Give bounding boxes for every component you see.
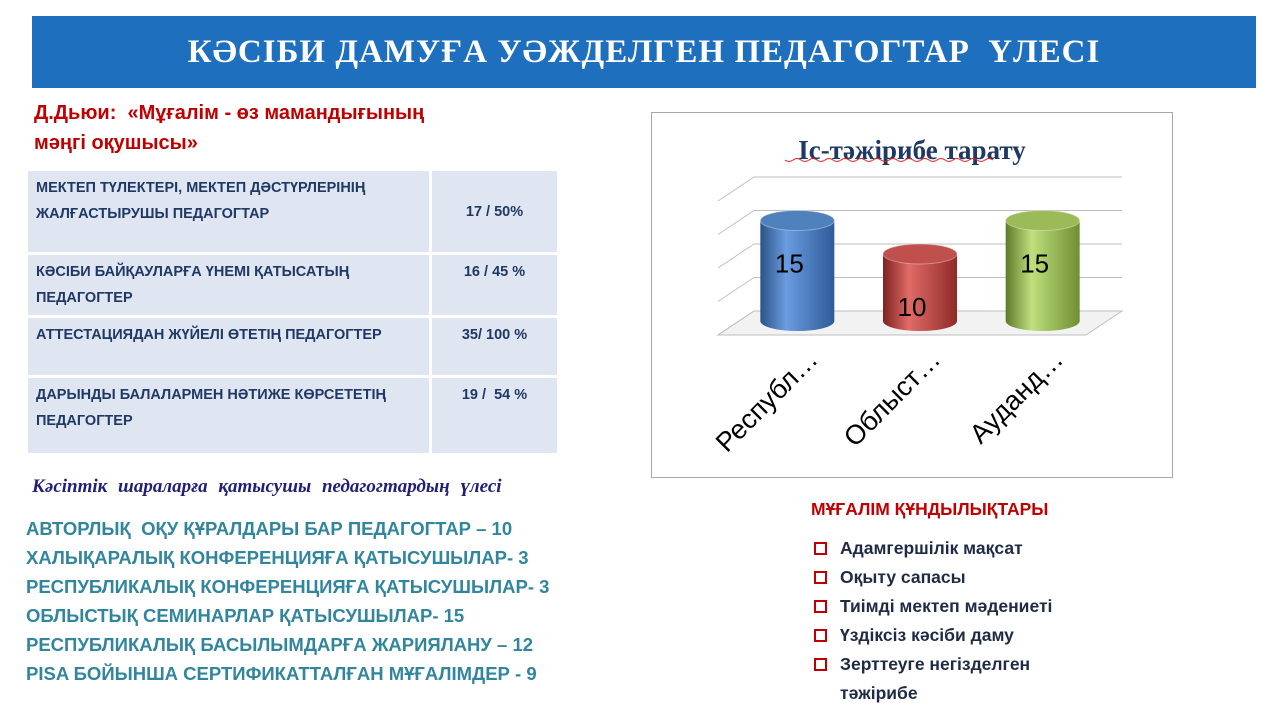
table-row: МЕКТЕП ТҮЛЕКТЕРІ, МЕКТЕП ДӘСТҮРЛЕРІНІҢ Ж… bbox=[25, 168, 560, 255]
table-row: ДАРЫНДЫ БАЛАЛАРМЕН НӘТИЖЕ КӨРСЕТЕТІҢ ПЕД… bbox=[25, 375, 560, 456]
chart-data-labels: 15 10 15 bbox=[775, 249, 1049, 323]
values-heading: МҰҒАЛІМ ҚҰНДЫЛЫҚТАРЫ bbox=[811, 499, 1049, 519]
metric-label: МЕКТЕП ТҮЛЕКТЕРІ, МЕКТЕП ДӘСТҮРЛЕРІНІҢ Ж… bbox=[25, 168, 432, 255]
checkbox-icon bbox=[814, 629, 827, 642]
list-item-label: Адамгершілік мақсат bbox=[840, 538, 1023, 558]
metric-value: 16 / 45 % bbox=[429, 252, 560, 318]
gridline bbox=[717, 176, 1122, 202]
data-label: 15 bbox=[1020, 249, 1049, 279]
data-label: 15 bbox=[775, 249, 804, 279]
metric-label: ДАРЫНДЫ БАЛАЛАРМЕН НӘТИЖЕ КӨРСЕТЕТІҢ ПЕД… bbox=[25, 375, 432, 456]
participation-item: ОБЛЫСТЫҚ СЕМИНАРЛАР ҚАТЫСУШЫЛАР- 15 bbox=[26, 605, 465, 626]
list-item-label: Зерттеуге негізделген тәжірибе bbox=[840, 654, 1031, 703]
list-item-label: Тиімді мектеп мәдениеті bbox=[840, 596, 1053, 616]
chart-panel: Іс-тәжірибе тарату 15 10 15 Республ… Облыст… bbox=[651, 112, 1173, 478]
checkbox-icon bbox=[814, 542, 827, 555]
list-item-label: Оқыту сапасы bbox=[840, 567, 966, 587]
checkbox-icon bbox=[814, 600, 827, 613]
metric-label: КӘСІБИ БАЙҚАУЛАРҒА ҮНЕМІ ҚАТЫСАТЫҢ ПЕДАГ… bbox=[25, 252, 432, 318]
quote-line-2: мәңгі оқушысы» bbox=[34, 132, 198, 154]
bar-chart: Іс-тәжірибе тарату 15 10 15 Республ… Облыст… bbox=[710, 135, 1124, 458]
participation-heading: Кәсіптік шараларға қатысушы педагогтарды… bbox=[32, 476, 502, 497]
metric-value: 35/ 100 % bbox=[429, 315, 560, 378]
participation-item: РЕСПУБЛИКАЛЫҚ КОНФЕРЕНЦИЯҒА ҚАТЫСУШЫЛАР-… bbox=[26, 576, 550, 597]
participation-item: АВТОРЛЫҚ ОҚУ ҚҰРАЛДАРЫ БАР ПЕДАГОГТАР – … bbox=[26, 518, 513, 539]
category-label: Ауданд… bbox=[964, 344, 1069, 449]
bar-top bbox=[882, 243, 958, 265]
chart-bar bbox=[1005, 210, 1081, 331]
category-label: Республ… bbox=[710, 344, 824, 458]
list-item: Зерттеуге негізделген тәжірибе bbox=[812, 650, 1102, 708]
participation-item: PISA БОЙЫНША СЕРТИФИКАТТАЛҒАН МҰҒАЛІМДЕР… bbox=[26, 663, 537, 684]
data-label: 10 bbox=[898, 292, 927, 322]
table-row: КӘСІБИ БАЙҚАУЛАРҒА ҮНЕМІ ҚАТЫСАТЫҢ ПЕДАГ… bbox=[25, 252, 560, 318]
chart-category-labels: Республ… Облыст… Ауданд… bbox=[710, 344, 1069, 458]
metrics-table: МЕКТЕП ТҮЛЕКТЕРІ, МЕКТЕП ДӘСТҮРЛЕРІНІҢ Ж… bbox=[25, 168, 560, 456]
gridline bbox=[717, 210, 1122, 235]
participation-list: АВТОРЛЫҚ ОҚУ ҚҰРАЛДАРЫ БАР ПЕДАГОГТАР – … bbox=[26, 514, 549, 688]
table-row: АТТЕСТАЦИЯДАН ЖҮЙЕЛІ ӨТЕТІҢ ПЕДАГОГТЕР 3… bbox=[25, 315, 560, 378]
gridline bbox=[717, 277, 1122, 302]
participation-item: ХАЛЫҚАРАЛЫҚ КОНФЕРЕНЦИЯҒА ҚАТЫСУШЫЛАР- 3 bbox=[26, 547, 529, 568]
values-list: Адамгершілік мақсат Оқыту сапасы Тиімді … bbox=[812, 534, 1102, 708]
dewey-quote: Д.Дьюи: «Мұғалім - өз мамандығының мәңгі… bbox=[34, 98, 554, 158]
checkbox-icon bbox=[814, 571, 827, 584]
page-title: КӘСІБИ ДАМУҒА УӘЖДЕЛГЕН ПЕДАГОГТАР ҮЛЕСІ bbox=[187, 33, 1101, 70]
chart-gridlines bbox=[717, 176, 1122, 336]
metric-value: 17 / 50% bbox=[429, 168, 560, 255]
bar-top bbox=[759, 210, 835, 231]
list-item: Тиімді мектеп мәдениеті bbox=[812, 592, 1102, 621]
checkbox-icon bbox=[814, 658, 827, 671]
list-item: Оқыту сапасы bbox=[812, 563, 1102, 592]
list-item-label: Үздіксіз кәсіби даму bbox=[840, 625, 1014, 645]
list-item: Үздіксіз кәсіби даму bbox=[812, 621, 1102, 650]
metric-label: АТТЕСТАЦИЯДАН ЖҮЙЕЛІ ӨТЕТІҢ ПЕДАГОГТЕР bbox=[25, 315, 432, 378]
gridline bbox=[717, 243, 1122, 269]
chart-bar bbox=[759, 210, 835, 331]
chart-title: Іс-тәжірибе тарату bbox=[798, 135, 1026, 165]
metric-value: 19 / 54 % bbox=[429, 375, 560, 456]
category-label: Облыст… bbox=[838, 344, 946, 452]
quote-line-1: Д.Дьюи: «Мұғалім - өз мамандығының bbox=[34, 102, 425, 124]
title-banner: КӘСІБИ ДАМУҒА УӘЖДЕЛГЕН ПЕДАГОГТАР ҮЛЕСІ bbox=[32, 16, 1256, 88]
spellcheck-underline bbox=[784, 158, 994, 162]
list-item: Адамгершілік мақсат bbox=[812, 534, 1102, 563]
bar-top bbox=[1005, 210, 1081, 231]
participation-item: РЕСПУБЛИКАЛЫҚ БАСЫЛЫМДАРҒА ЖАРИЯЛАНУ – 1… bbox=[26, 634, 534, 655]
chart-bars bbox=[759, 210, 1081, 331]
bar-body bbox=[1005, 220, 1080, 331]
bar-body bbox=[760, 220, 835, 331]
bar-body bbox=[883, 254, 957, 331]
chart-bar bbox=[882, 243, 958, 331]
gridline bbox=[717, 310, 1122, 336]
